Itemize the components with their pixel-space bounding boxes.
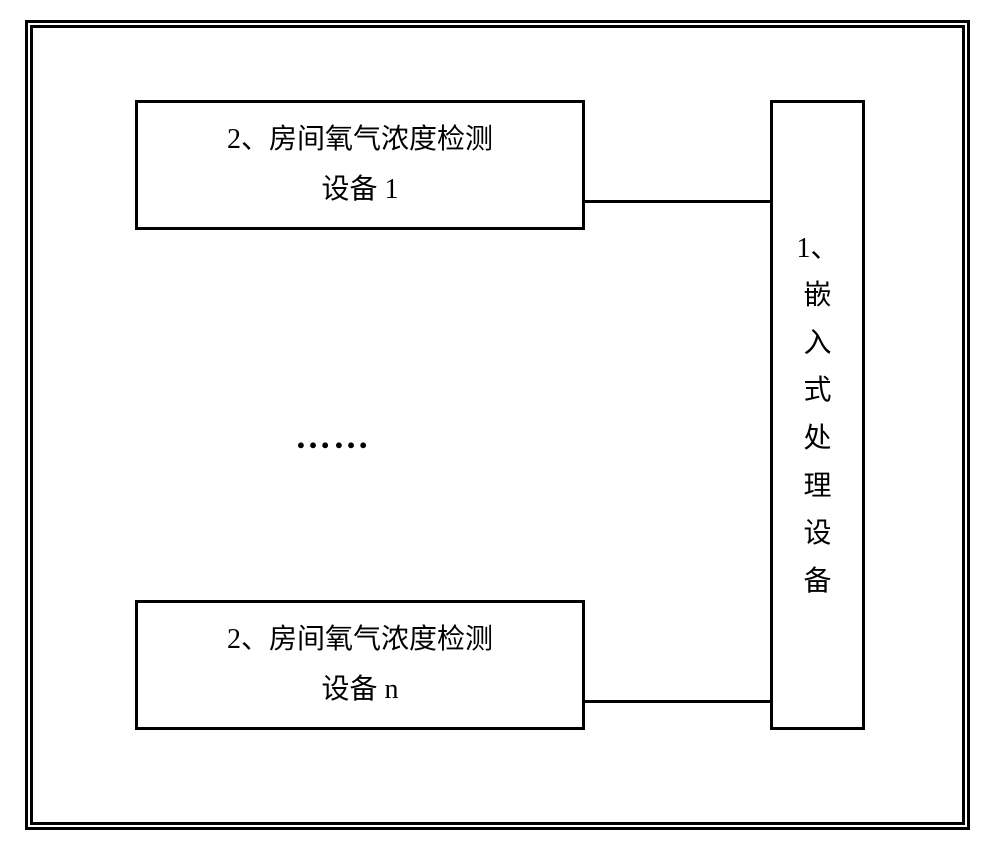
ellipsis: …… xyxy=(295,415,371,457)
processor-char4: 处 xyxy=(803,415,831,463)
processor-char3: 式 xyxy=(803,367,831,415)
detector-1-line2: 设备 1 xyxy=(321,165,398,215)
detector-n-line2: 设备 n xyxy=(321,665,398,715)
processor-char5: 理 xyxy=(803,463,831,511)
processor-prefix: 1、 xyxy=(796,225,838,273)
detector-1-line1: 2、房间氧气浓度检测 xyxy=(227,115,493,165)
detector-box-n: 2、房间氧气浓度检测 设备 n xyxy=(135,600,585,730)
processor-char1: 嵌 xyxy=(803,272,831,320)
processor-box: 1、 嵌 入 式 处 理 设 备 xyxy=(770,100,865,730)
connector-detector1-processor xyxy=(585,200,770,203)
processor-char2: 入 xyxy=(803,320,831,368)
processor-char6: 设 xyxy=(803,510,831,558)
connector-detectorn-processor xyxy=(585,700,770,703)
detector-n-line1: 2、房间氧气浓度检测 xyxy=(227,615,493,665)
processor-text: 1、 嵌 入 式 处 理 设 备 xyxy=(796,225,838,606)
processor-char7: 备 xyxy=(803,558,831,606)
detector-box-1: 2、房间氧气浓度检测 设备 1 xyxy=(135,100,585,230)
